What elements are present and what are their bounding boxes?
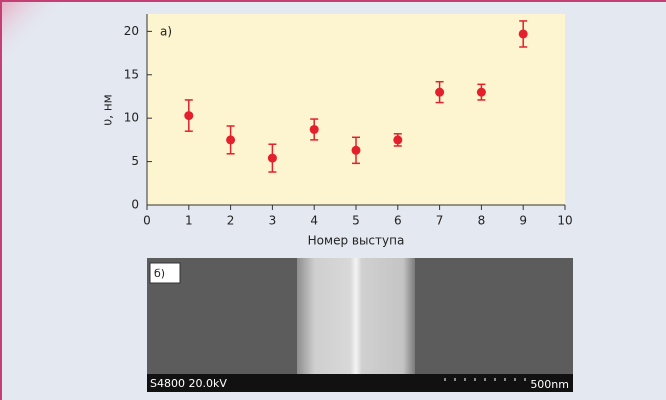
x-tick-label: 4: [310, 214, 318, 228]
x-axis-label: Номер выступа: [308, 234, 405, 248]
x-tick-label: 9: [519, 214, 527, 228]
point: [226, 135, 235, 144]
y-tick-label: 10: [124, 111, 139, 125]
x-tick-label: 10: [557, 214, 572, 228]
x-tick-label: 5: [352, 214, 360, 228]
point: [393, 135, 402, 144]
annotation: а): [160, 25, 172, 39]
x-tick-label: 7: [436, 214, 444, 228]
point: [268, 154, 277, 163]
y-tick-label: 5: [131, 154, 139, 168]
chart: а) υ, нм Номер выступа б) S4800 20.0kV 5…: [0, 0, 666, 400]
y-axis-label: υ, нм: [101, 94, 115, 125]
image-scale: 500nm: [530, 378, 569, 391]
y-tick-label: 15: [124, 67, 139, 81]
x-tick-label: 6: [394, 214, 402, 228]
point: [435, 88, 444, 97]
image-label: б): [154, 267, 165, 280]
x-tick-label: 0: [143, 214, 151, 228]
x-tick-label: 3: [269, 214, 277, 228]
image-instrument: S4800 20.0kV: [150, 377, 227, 390]
point: [310, 125, 319, 134]
point: [184, 111, 193, 120]
x-tick-label: 2: [227, 214, 235, 228]
point: [477, 88, 486, 97]
y-tick-label: 0: [131, 198, 139, 212]
y-tick-label: 20: [124, 24, 139, 38]
sem-image: [147, 258, 573, 392]
point: [519, 29, 528, 38]
x-tick-label: 1: [185, 214, 193, 228]
plot-area: [147, 14, 565, 205]
x-tick-label: 8: [478, 214, 486, 228]
figure: а) υ, нм Номер выступа б) S4800 20.0kV 5…: [0, 0, 666, 400]
point: [352, 146, 361, 155]
